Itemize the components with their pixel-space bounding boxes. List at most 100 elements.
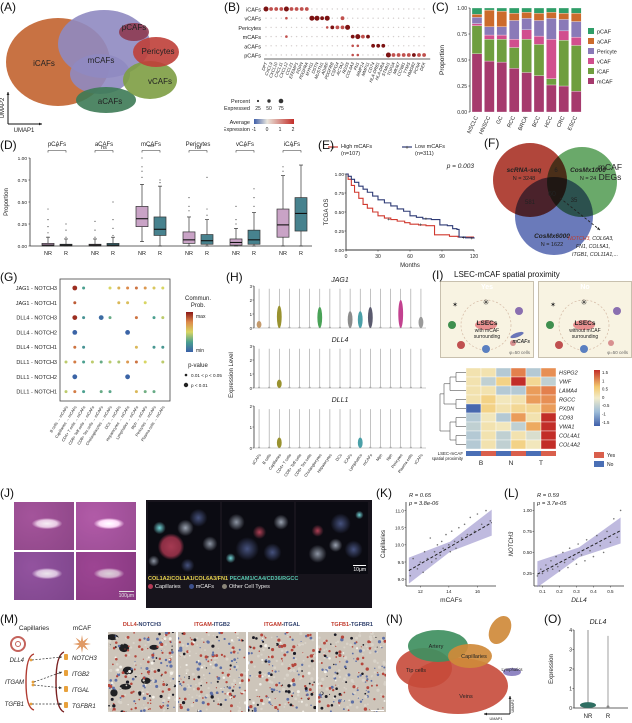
heatmap-gene-label: COL4A1 xyxy=(559,434,580,440)
bar-segment xyxy=(471,25,483,54)
commun-dot xyxy=(143,301,147,305)
cell-type-label: vCAFs xyxy=(413,453,424,466)
bar-segment xyxy=(546,39,557,79)
data-point xyxy=(412,557,414,560)
green-cell-icon xyxy=(448,321,456,329)
lsec-label: LSECs xyxy=(574,320,596,327)
endothelial-umap: Artery Capillaries Tip cells Veins Lymphatic… xyxy=(396,615,523,721)
svg-text:2: 2 xyxy=(292,127,295,133)
svg-text:0.5: 0.5 xyxy=(607,589,614,594)
panel-label-e: (E) xyxy=(318,138,334,152)
r-violin xyxy=(606,705,610,709)
commun-dot xyxy=(134,345,138,349)
gene-label: CXCL11 xyxy=(273,61,284,78)
blue-cell-icon xyxy=(580,345,588,353)
lsec-schematic-yes: ✳✶ xyxy=(448,298,524,353)
gene-label: PDGFRA xyxy=(298,61,309,80)
cancer-type-label: NSCLC xyxy=(466,115,479,134)
legend-label: Other Cell Types xyxy=(229,584,270,590)
data-point xyxy=(546,570,549,572)
marker-dot xyxy=(371,43,375,48)
cell-type-label: DCs xyxy=(334,453,343,462)
lr-image-title: ITGAM-ITGB2 xyxy=(194,622,230,628)
cell-type-label: B cells xyxy=(261,453,272,466)
heatmap-cell xyxy=(510,412,527,423)
heatmap-cell xyxy=(525,385,542,396)
umap-region-capillary-arm xyxy=(488,615,512,645)
svg-text:0.25: 0.25 xyxy=(457,84,467,90)
bar-segment xyxy=(496,26,507,36)
marker-dot xyxy=(385,52,391,58)
svg-text:-1.5: -1.5 xyxy=(602,420,610,425)
svg-text:NR: NR xyxy=(185,251,193,257)
significance-label: * xyxy=(291,145,294,151)
svg-text:3: 3 xyxy=(250,344,253,349)
expression-level-axis-label: Expression Level xyxy=(229,352,235,398)
data-point xyxy=(439,554,442,556)
heatmap-cell xyxy=(495,376,512,387)
umap-region-capillaries xyxy=(448,644,492,668)
legend-high: High mCAFs xyxy=(341,144,372,150)
bar-segment xyxy=(533,75,545,113)
commun-dot xyxy=(143,360,147,364)
heatmap-cell xyxy=(480,430,497,441)
data-point xyxy=(555,555,557,558)
speckle-image xyxy=(106,631,178,714)
receptor-glyph xyxy=(64,654,68,660)
lr-pair-label: DLL4 - NOTCH2 xyxy=(16,330,57,336)
umap-cluster-mCAFs xyxy=(70,54,130,94)
lsec-subtext2: surrounding xyxy=(571,334,599,340)
bar-segment xyxy=(546,7,557,13)
bar-segment xyxy=(546,78,557,86)
speckle-image xyxy=(317,631,388,713)
marker-dot xyxy=(309,15,315,21)
commun-prob-colorbar xyxy=(186,312,193,352)
marker-dot xyxy=(263,6,269,12)
cell-type-label: Mph xyxy=(375,453,384,462)
cancer-type-label: ESCC xyxy=(567,115,579,131)
panel-l-scatter: (L) 0.25 0.50 0.75 1.00 0.1 0.2 0.3 0.4 0.5 R = 0… xyxy=(504,486,632,612)
marker-gene-dotplot: iCAFsvCAFsPericytesmCAFsaCAFspCAFsDPTCXC… xyxy=(224,6,431,133)
bar-segment xyxy=(496,61,507,113)
heatmap-cell xyxy=(510,394,527,405)
commun-dot xyxy=(72,285,78,291)
cell-type-label: iCAFs xyxy=(343,453,353,465)
svg-text:No: No xyxy=(607,462,614,468)
data-point xyxy=(539,568,542,570)
receptor-bracket xyxy=(55,651,65,713)
marker-dot xyxy=(351,44,354,48)
marker-dot xyxy=(340,16,345,21)
commun-dot xyxy=(152,390,156,394)
svg-text:DEGs: DEGs xyxy=(599,172,622,182)
svg-text:0: 0 xyxy=(569,706,572,712)
svg-text:Yes: Yes xyxy=(607,453,616,459)
x-axis-label: mCAFs xyxy=(440,597,462,604)
bar-segment xyxy=(509,13,520,21)
svg-text:NR: NR xyxy=(279,251,287,257)
proportion-axis-label: Proportion xyxy=(4,188,10,216)
dll4-notch3-scatter: 0.25 0.50 0.75 1.00 0.1 0.2 0.3 0.4 0.5 R = 0.59 p… xyxy=(509,493,624,604)
lr-pair-label: JAG1 - NOTCH1 xyxy=(16,301,57,307)
svg-text:+: + xyxy=(387,217,390,223)
data-point xyxy=(450,530,453,532)
months-axis-label: Months xyxy=(400,263,420,269)
panel-j-histology: (J) 100μm 10μm COL1A2/COL1A1/COL6A3/FN1 … xyxy=(0,486,376,612)
bar-segment xyxy=(558,19,569,32)
legend-swatch xyxy=(588,38,594,44)
commun-dot xyxy=(152,316,156,320)
proximity-heatmap: HSPG2 VWF LAMA4 RGCC PXDN CD93 VWA1 COL4A1 COL4A… xyxy=(432,367,616,468)
y-axis-label: Capillaries xyxy=(381,530,387,558)
receptor-glyph xyxy=(64,686,68,692)
panel-label-d: (D) xyxy=(0,138,17,152)
panel-label-g: (G) xyxy=(0,270,18,284)
data-point xyxy=(613,518,615,520)
gene-label: EFEMP1 xyxy=(288,61,299,79)
gene-label: CD74 xyxy=(367,61,376,74)
ligand-receptor-diagram: Capillaries mCAF DLL4 ITGAM TGFB1 NOTCH3 ITGB2… xyxy=(5,625,97,713)
svg-text:0: 0 xyxy=(266,127,269,133)
cancer-type-label: GC xyxy=(496,115,505,125)
svg-text:NR: NR xyxy=(138,251,146,257)
venn-title: mCAF xyxy=(598,162,622,172)
lsec-subtext: without mCAF xyxy=(569,328,601,334)
svg-text:9.0: 9.0 xyxy=(398,577,405,582)
